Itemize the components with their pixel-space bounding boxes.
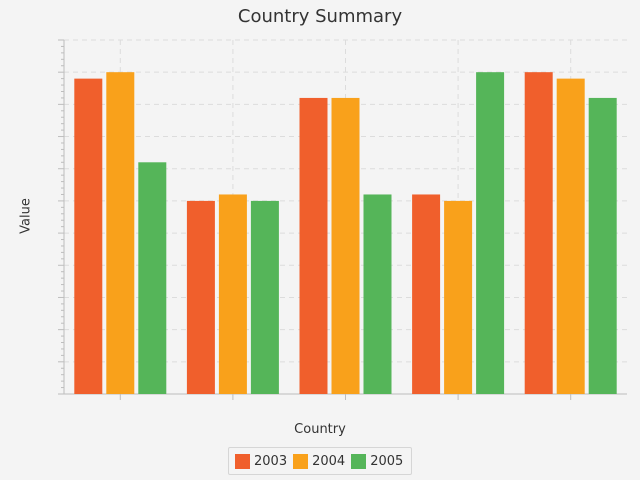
bar-2005 — [476, 72, 505, 394]
bar-2005 — [138, 162, 167, 394]
legend-label: 2005 — [370, 453, 404, 469]
legend-label: 2003 — [254, 453, 288, 469]
bar-2003 — [299, 97, 328, 394]
bar-2003 — [74, 78, 103, 395]
bar-2005 — [363, 194, 392, 394]
legend-swatch — [235, 453, 250, 469]
bar-2004 — [556, 78, 585, 395]
legend-item: 2004 — [293, 453, 347, 469]
chart-title: Country Summary — [237, 6, 403, 27]
bar-2004 — [331, 97, 360, 394]
legend-item: 2003 — [235, 453, 289, 469]
legend-item: 2005 — [351, 453, 405, 469]
legend-swatch — [351, 453, 367, 469]
legend-label: 2004 — [312, 453, 346, 469]
legend: 2003 2004 2005 — [228, 447, 413, 475]
bar-2005 — [588, 97, 617, 394]
bar-2005 — [250, 200, 279, 394]
bar-2004 — [106, 72, 135, 394]
bar-2004 — [218, 194, 247, 394]
legend-swatch — [293, 453, 309, 469]
bar-2004 — [444, 200, 473, 394]
x-axis-label: Country — [294, 422, 346, 437]
bar-2003 — [524, 72, 553, 394]
bar-2003 — [186, 200, 215, 394]
bar-2003 — [412, 194, 441, 394]
bars — [74, 72, 617, 395]
